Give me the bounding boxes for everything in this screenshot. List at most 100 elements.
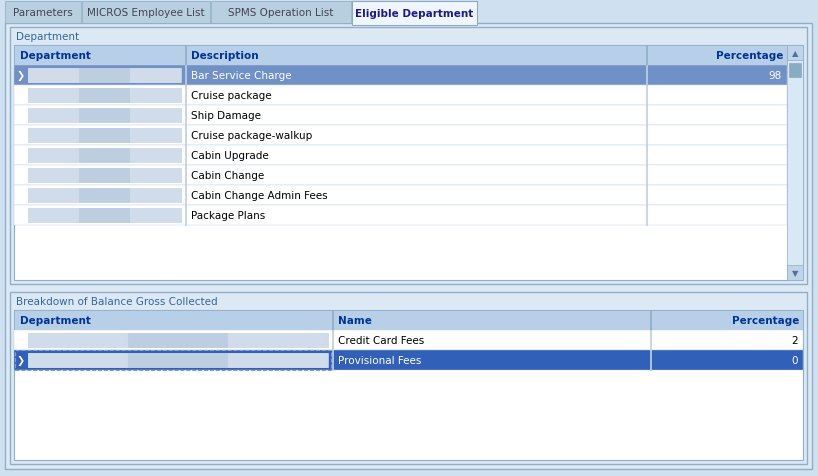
Bar [789, 64, 801, 78]
Bar [14, 146, 787, 166]
Bar [14, 46, 803, 280]
Bar [28, 129, 78, 143]
Text: Name: Name [338, 315, 372, 325]
Bar [646, 126, 647, 146]
Bar [28, 109, 181, 123]
Bar [128, 353, 227, 367]
Bar [14, 330, 803, 350]
Bar [79, 129, 129, 143]
Text: Provisional Fees: Provisional Fees [338, 355, 421, 365]
Bar [228, 353, 327, 367]
Bar [28, 169, 78, 183]
Bar [79, 208, 129, 223]
Text: Parameters: Parameters [13, 8, 73, 18]
Bar [332, 310, 333, 330]
Bar [185, 66, 186, 86]
Text: Description: Description [191, 51, 258, 61]
Bar [646, 86, 647, 106]
Bar [332, 350, 333, 370]
Text: Percentage: Percentage [731, 315, 799, 325]
Bar [332, 330, 333, 350]
Text: Department: Department [16, 32, 79, 42]
Bar [650, 310, 651, 330]
Bar [28, 89, 181, 103]
Bar [28, 353, 127, 367]
Bar [14, 126, 787, 146]
Bar [185, 146, 186, 166]
Bar [646, 206, 647, 226]
Text: Cruise package: Cruise package [191, 91, 272, 101]
Text: MICROS Employee List: MICROS Employee List [88, 8, 204, 18]
Bar [130, 149, 180, 163]
Bar [14, 106, 787, 126]
Text: 98: 98 [769, 71, 782, 81]
Bar [228, 333, 327, 347]
Bar [185, 166, 186, 186]
Bar [28, 149, 78, 163]
Bar [14, 86, 787, 106]
Bar [130, 169, 180, 183]
Bar [787, 46, 803, 61]
Text: Package Plans: Package Plans [191, 210, 265, 220]
Bar [28, 69, 78, 83]
Bar [10, 28, 807, 284]
Bar [14, 186, 787, 206]
Bar [14, 206, 787, 226]
Text: Cabin Change Admin Fees: Cabin Change Admin Fees [191, 190, 328, 200]
Bar [646, 146, 647, 166]
Text: ❯: ❯ [17, 71, 25, 81]
Text: 2: 2 [791, 335, 798, 345]
Bar [28, 149, 181, 163]
Bar [650, 330, 651, 350]
Text: ▼: ▼ [792, 268, 798, 278]
Text: SPMS Operation List: SPMS Operation List [228, 8, 334, 18]
Bar [28, 188, 181, 203]
Bar [28, 333, 328, 347]
Bar [185, 86, 186, 106]
Bar [128, 333, 227, 347]
Bar [211, 2, 351, 24]
Bar [130, 129, 180, 143]
Bar [28, 169, 181, 183]
Bar [185, 106, 186, 126]
Text: Cabin Change: Cabin Change [191, 170, 264, 180]
Bar [130, 208, 180, 223]
Bar [185, 126, 186, 146]
Text: Department: Department [20, 51, 91, 61]
Bar [646, 166, 647, 186]
Bar [28, 109, 78, 123]
Bar [646, 46, 647, 66]
Bar [10, 292, 807, 464]
Bar [79, 169, 129, 183]
Bar [79, 69, 129, 83]
Bar [130, 188, 180, 203]
Bar [646, 66, 647, 86]
Text: Department: Department [20, 315, 91, 325]
Bar [646, 186, 647, 206]
Bar [130, 69, 180, 83]
Bar [14, 350, 803, 370]
Text: Bar Service Charge: Bar Service Charge [191, 71, 292, 81]
Bar [79, 89, 129, 103]
Text: Breakdown of Balance Gross Collected: Breakdown of Balance Gross Collected [16, 297, 218, 307]
Bar [185, 46, 186, 66]
Text: ❯: ❯ [17, 355, 25, 365]
Bar [28, 353, 328, 367]
Bar [28, 69, 181, 83]
Bar [130, 89, 180, 103]
Bar [28, 89, 78, 103]
Bar [28, 333, 127, 347]
Text: Ship Damage: Ship Damage [191, 111, 261, 121]
Bar [28, 129, 181, 143]
Bar [130, 109, 180, 123]
Text: Percentage: Percentage [716, 51, 783, 61]
Bar [79, 188, 129, 203]
Bar [787, 46, 803, 280]
Text: Credit Card Fees: Credit Card Fees [338, 335, 425, 345]
Bar [185, 186, 186, 206]
Text: Cruise package-walkup: Cruise package-walkup [191, 131, 312, 141]
Bar [352, 2, 477, 26]
Bar [14, 310, 803, 460]
Bar [14, 310, 803, 330]
Bar [79, 149, 129, 163]
